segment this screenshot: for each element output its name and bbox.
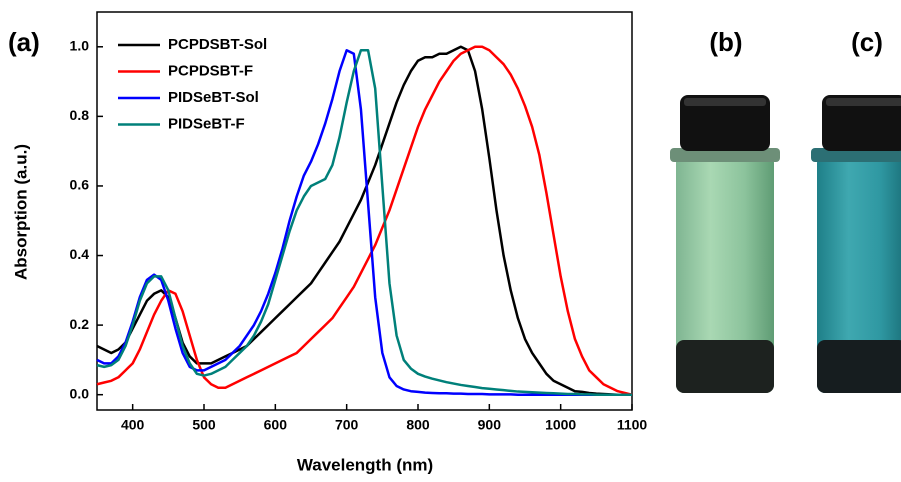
x-tick-label: 700 — [335, 417, 359, 433]
series-line — [96, 45, 632, 396]
x-tick-label: 400 — [121, 417, 145, 433]
x-tick-label: 1100 — [617, 417, 648, 433]
y-tick-label: 0.2 — [70, 316, 90, 332]
panel-label: (a) — [8, 27, 40, 57]
x-tick-label: 800 — [406, 417, 430, 433]
legend-label: PIDSeBT-Sol — [168, 89, 259, 106]
y-tick-label: 0.0 — [70, 385, 90, 401]
series-line — [96, 45, 633, 396]
y-axis-title: Absorption (a.u.) — [11, 144, 30, 280]
series-line — [96, 49, 632, 396]
y-tick-label: 0.4 — [70, 246, 90, 262]
vial-b — [670, 95, 780, 393]
x-tick-label: 900 — [478, 417, 502, 433]
legend-label: PIDSeBT-F — [168, 115, 245, 132]
y-tick-label: 1.0 — [70, 37, 90, 53]
legend-label: PCPDSBT-F — [168, 62, 253, 79]
y-tick-label: 0.8 — [70, 107, 90, 123]
series-line — [96, 49, 632, 396]
vial-c — [811, 95, 901, 393]
plot-frame — [96, 11, 633, 411]
y-tick-label: 0.6 — [70, 177, 90, 193]
x-tick-label: 1000 — [545, 417, 576, 433]
x-tick-label: 500 — [192, 417, 216, 433]
legend-label: PCPDSBT-Sol — [168, 36, 267, 53]
panel-label: (b) — [709, 27, 742, 57]
x-tick-label: 600 — [264, 417, 288, 433]
x-axis-title: Wavelength (nm) — [297, 455, 433, 474]
panel-label: (c) — [851, 27, 883, 57]
